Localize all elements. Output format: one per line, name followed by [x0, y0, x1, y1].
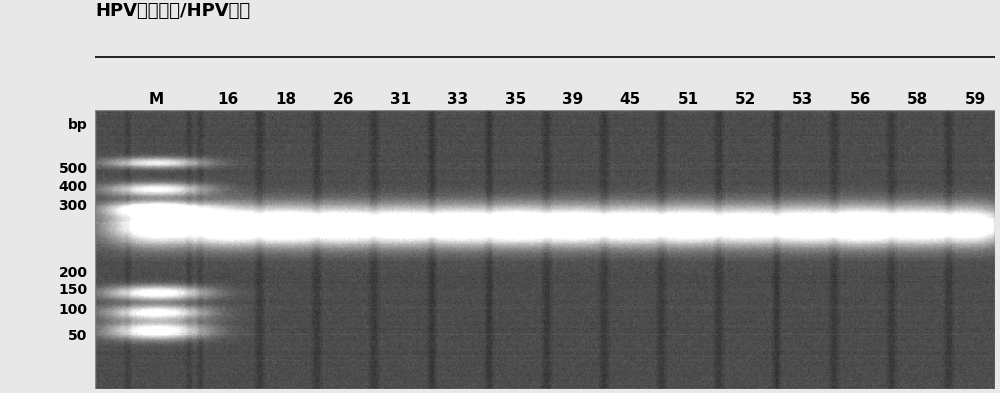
Text: 56: 56 [850, 92, 871, 107]
Text: M: M [149, 92, 164, 107]
Text: 50: 50 [68, 329, 87, 343]
Text: 33: 33 [447, 92, 469, 107]
Text: 300: 300 [59, 199, 87, 213]
Text: 59: 59 [965, 92, 986, 107]
Text: 18: 18 [275, 92, 296, 107]
Text: 16: 16 [218, 92, 239, 107]
Text: 51: 51 [677, 92, 698, 107]
Text: 35: 35 [505, 92, 526, 107]
Text: 53: 53 [792, 92, 813, 107]
Text: 26: 26 [332, 92, 354, 107]
Text: 39: 39 [562, 92, 584, 107]
Text: 500: 500 [58, 162, 87, 176]
Text: 200: 200 [58, 266, 87, 280]
Text: 400: 400 [58, 180, 87, 194]
Text: 45: 45 [620, 92, 641, 107]
Text: 100: 100 [58, 303, 87, 316]
Text: 31: 31 [390, 92, 411, 107]
Text: 150: 150 [58, 283, 87, 297]
Text: HPV阳性样本/HPV型别: HPV阳性样本/HPV型别 [95, 2, 250, 20]
Text: 52: 52 [735, 92, 756, 107]
Text: bp: bp [68, 118, 87, 132]
Text: 58: 58 [907, 92, 928, 107]
